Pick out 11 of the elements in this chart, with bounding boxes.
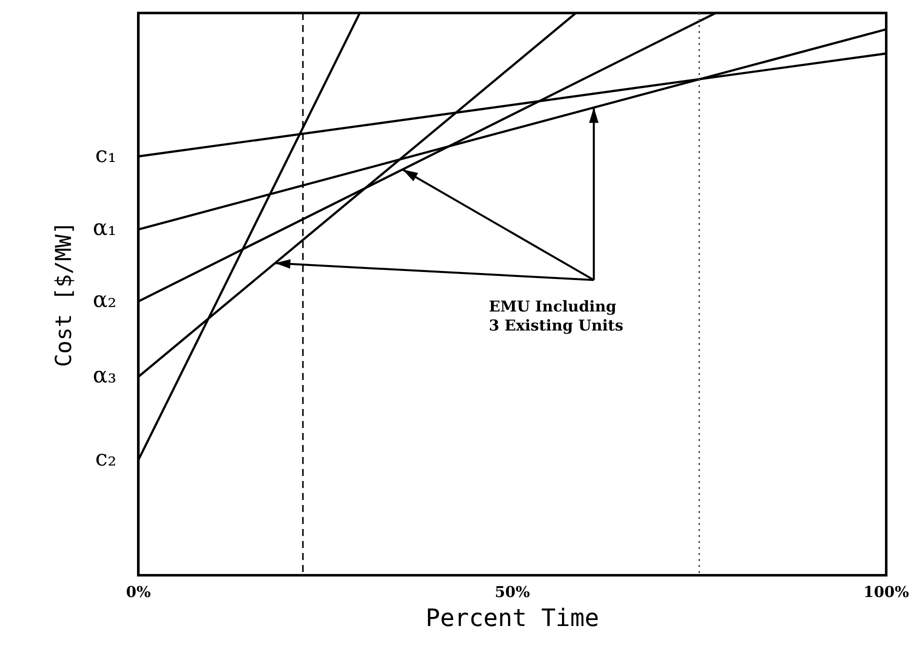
x-tick-label: 100% xyxy=(863,583,910,602)
x-tick-label: 50% xyxy=(494,583,530,602)
series-label: c₁ xyxy=(95,143,116,168)
y-axis-title: Cost [$/MW] xyxy=(52,221,77,367)
series-label: α₁ xyxy=(92,216,116,242)
x-axis-title: Percent Time xyxy=(426,604,600,632)
x-tick-label: 0% xyxy=(126,583,151,602)
series-label: α₃ xyxy=(92,363,116,388)
annotation: EMU Including 3 Existing Units xyxy=(488,297,624,334)
series-label: α₂ xyxy=(92,288,116,314)
series-label: c₂ xyxy=(95,446,116,472)
